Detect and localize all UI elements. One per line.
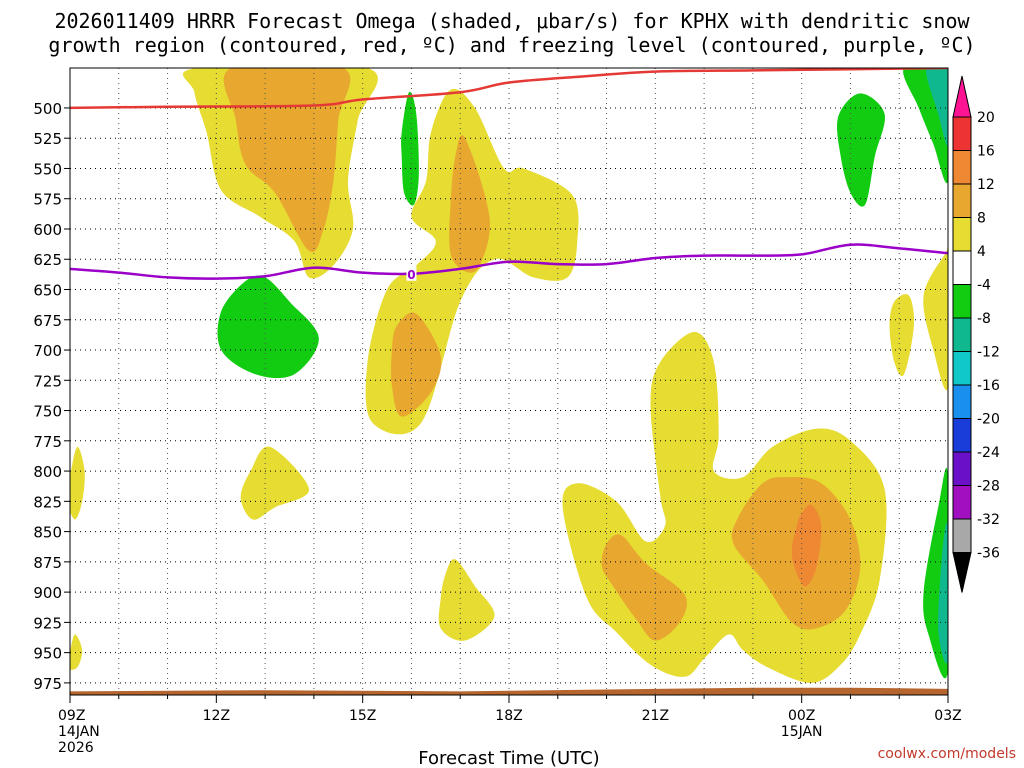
- omega-region-9-val-4: [923, 243, 948, 391]
- omega-region-10-val-8: [223, 68, 351, 253]
- colorbar-label-12: 12: [977, 177, 995, 193]
- colorbar-segment-9: [952, 418, 972, 453]
- y-tick-label-625: 625: [33, 251, 62, 269]
- ground-surface: [70, 687, 948, 695]
- x-tick-label-00Z: 00Z: [788, 708, 815, 724]
- y-tick-label-600: 600: [33, 221, 62, 239]
- colorbar-label--16: -16: [977, 378, 1000, 394]
- omega-region-22-val--12: [938, 522, 948, 664]
- y-tick-label-950: 950: [33, 645, 62, 663]
- ground-fill: [70, 687, 948, 695]
- colorbar-label-8: 8: [977, 211, 986, 227]
- colorbar-label--28: -28: [977, 479, 1000, 495]
- y-tick-label-700: 700: [33, 342, 62, 360]
- colorbar-label--36: -36: [977, 546, 1000, 562]
- omega-region-18-val--8: [836, 93, 886, 207]
- y-tick-label-575: 575: [33, 191, 62, 209]
- chart-title-line2: growth region (contoured, red, ºC) and f…: [48, 33, 975, 57]
- colorbar-bottom-arrow: [952, 552, 972, 593]
- colorbar-top-arrow: [952, 75, 972, 118]
- y-tick-label-650: 650: [33, 282, 62, 300]
- y-tick-label-925: 925: [33, 614, 62, 632]
- y-tick-label-850: 850: [33, 524, 62, 542]
- colorbar-segment-6: [952, 317, 972, 352]
- colorbar-segment-10: [952, 451, 972, 486]
- colorbar-segment-4: [952, 250, 972, 285]
- y-tick-label-825: 825: [33, 493, 62, 511]
- x-tick-label-03Z: 03Z: [934, 708, 961, 724]
- y-tick-label-675: 675: [33, 312, 62, 330]
- x-tick-label-09Z: 09Z: [58, 708, 85, 724]
- omega-region-2-val-4: [240, 446, 310, 520]
- colorbar-segment-1: [952, 150, 972, 185]
- omega-region-13-val-8: [601, 534, 687, 641]
- colorbar-label--8: -8: [977, 311, 991, 327]
- colorbar-segment-11: [952, 485, 972, 520]
- omega-region-5-val-4: [438, 559, 495, 641]
- omega-region-21-val--12: [925, 68, 948, 146]
- omega-colorbar: 20 16 12 8 4 -4 -8 -12 -16 -20 -24 -28 -32 -36: [952, 75, 1000, 593]
- colorbar-segment-2: [952, 183, 972, 218]
- colorbar-label--24: -24: [977, 445, 1000, 461]
- y-tick-label-900: 900: [33, 584, 62, 602]
- y-axis: 500 525 550 575 600 625 650 675 700 725 750 775 800 8…: [33, 100, 70, 693]
- y-tick-label-975: 975: [33, 675, 62, 693]
- omega-region-11-val-8: [449, 135, 490, 273]
- colorbar-segment-7: [952, 351, 972, 386]
- colorbar-label--4: -4: [977, 278, 991, 294]
- omega-region-12-val-8: [390, 312, 442, 417]
- x-axis-title: Forecast Time (UTC): [418, 748, 599, 768]
- dendritic-growth-contour: [70, 68, 948, 110]
- omega-region-17-val--8: [401, 91, 419, 206]
- x-tick-year-09Z: 2026: [58, 740, 94, 756]
- y-tick-label-525: 525: [33, 130, 62, 148]
- y-tick-label-550: 550: [33, 160, 62, 178]
- x-tick-label-21Z: 21Z: [642, 708, 669, 724]
- freezing-level-contour: [70, 243, 948, 280]
- colorbar-label--12: -12: [977, 345, 1000, 361]
- omega-region-0-val-4: [70, 446, 85, 520]
- contour-lines: 0: [70, 68, 948, 282]
- colorbar-segment-5: [952, 284, 972, 319]
- omega-region-7-val-4: [889, 294, 915, 377]
- x-tick-label-15Z: 15Z: [349, 708, 376, 724]
- colorbar-segment-3: [952, 217, 972, 252]
- colorbar-segment-0: [952, 116, 972, 151]
- colorbar-label-4: 4: [977, 244, 986, 260]
- colorbar-label--32: -32: [977, 512, 1000, 528]
- omega-region-15-val-12: [791, 504, 822, 587]
- colorbar-label--20: -20: [977, 412, 1000, 428]
- freezing-level-label: 0: [407, 268, 415, 282]
- omega-region-16-val--8: [217, 275, 319, 379]
- omega-region-1-val-4: [70, 634, 83, 670]
- x-tick-date-00Z: 15JAN: [781, 724, 823, 740]
- colorbar-segment-8: [952, 384, 972, 419]
- x-tick-date-09Z: 14JAN: [58, 724, 100, 740]
- colorbar-segment-12: [952, 518, 972, 553]
- chart-title-line1: 2026011409 HRRR Forecast Omega (shaded, …: [54, 9, 970, 33]
- y-tick-label-725: 725: [33, 372, 62, 390]
- credit-link[interactable]: coolwx.com/models: [878, 746, 1016, 762]
- colorbar-label-20: 20: [977, 110, 995, 126]
- y-tick-label-775: 775: [33, 433, 62, 451]
- y-tick-label-750: 750: [33, 403, 62, 421]
- y-tick-label-800: 800: [33, 463, 62, 481]
- x-tick-label-12Z: 12Z: [203, 708, 230, 724]
- y-tick-label-875: 875: [33, 554, 62, 572]
- freezing-level-label-bg: [406, 265, 417, 281]
- x-tick-label-18Z: 18Z: [495, 708, 522, 724]
- y-tick-label-500: 500: [33, 100, 62, 118]
- colorbar-label-16: 16: [977, 144, 995, 160]
- omega-shaded-regions: [70, 68, 948, 683]
